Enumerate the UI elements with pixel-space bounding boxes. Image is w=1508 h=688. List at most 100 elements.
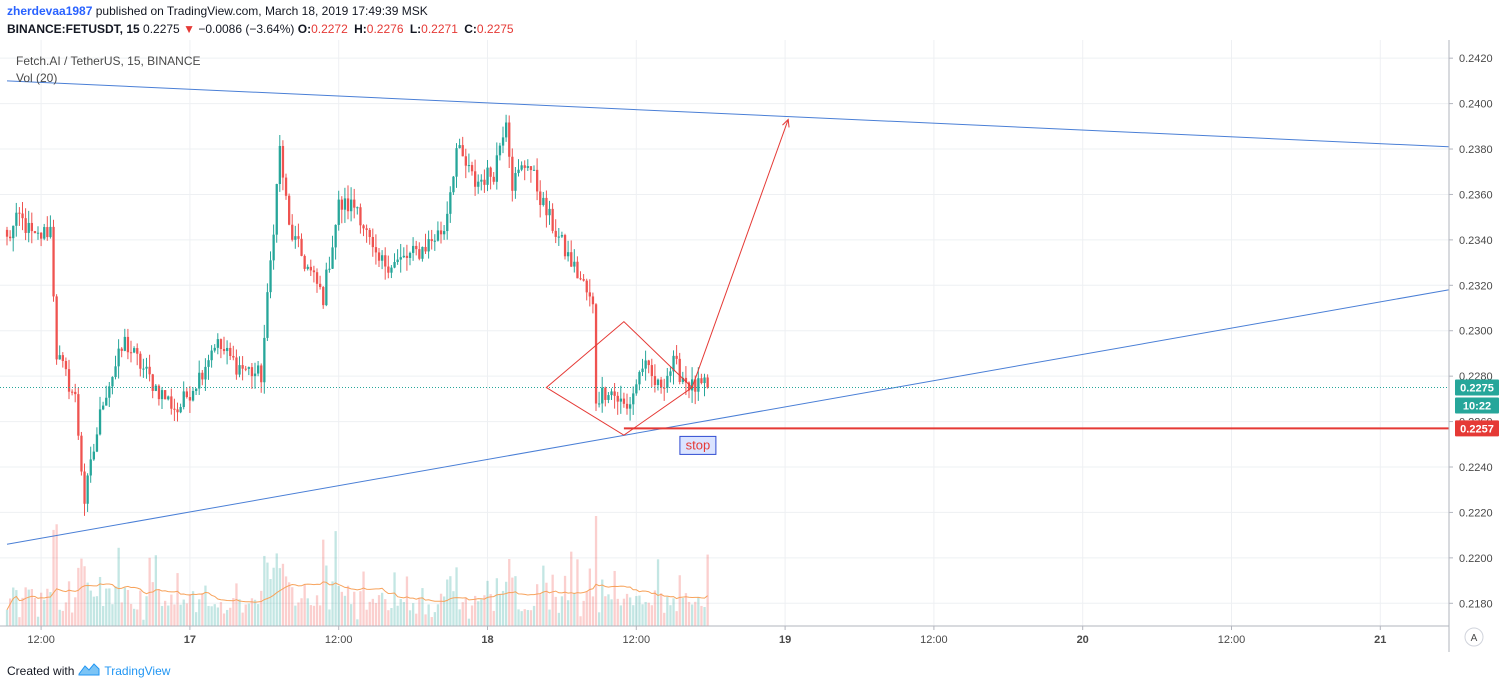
candle[interactable] bbox=[61, 352, 64, 368]
candle-body[interactable] bbox=[554, 230, 557, 237]
candle-body[interactable] bbox=[288, 195, 291, 225]
candle[interactable] bbox=[133, 346, 136, 354]
candle-body[interactable] bbox=[619, 398, 622, 402]
candle-body[interactable] bbox=[563, 235, 567, 257]
candle[interactable] bbox=[126, 328, 130, 360]
candle-body[interactable] bbox=[43, 227, 46, 239]
candle[interactable] bbox=[83, 463, 86, 516]
candle-body[interactable] bbox=[474, 171, 477, 187]
candle-body[interactable] bbox=[511, 156, 514, 191]
candle[interactable] bbox=[18, 207, 21, 226]
candle[interactable] bbox=[563, 233, 567, 260]
candle[interactable] bbox=[656, 378, 660, 391]
candle[interactable] bbox=[322, 286, 325, 309]
candle[interactable] bbox=[170, 388, 173, 415]
candle[interactable] bbox=[461, 136, 464, 157]
price-axis[interactable]: 0.21800.22000.22200.22400.22600.22800.23… bbox=[1449, 53, 1499, 610]
candle-body[interactable] bbox=[641, 368, 644, 373]
candle-body[interactable] bbox=[384, 255, 387, 267]
candle[interactable] bbox=[508, 115, 511, 169]
candle[interactable] bbox=[334, 224, 337, 260]
candle[interactable] bbox=[492, 172, 495, 185]
candle-body[interactable] bbox=[501, 137, 505, 146]
time-axis[interactable]: 12:00 17 12:00 18 12:00 19 12:00 20 12:00 21 bbox=[27, 626, 1386, 646]
candle[interactable] bbox=[303, 254, 306, 272]
candle[interactable] bbox=[222, 336, 226, 355]
candle-body[interactable] bbox=[229, 347, 232, 356]
candle-body[interactable] bbox=[24, 218, 27, 233]
candle[interactable] bbox=[27, 210, 30, 243]
candle-body[interactable] bbox=[635, 384, 638, 394]
candle-body[interactable] bbox=[253, 373, 257, 377]
candle-body[interactable] bbox=[439, 230, 443, 235]
candle-body[interactable] bbox=[573, 261, 576, 267]
candle-body[interactable] bbox=[343, 198, 347, 210]
candle-body[interactable] bbox=[399, 257, 402, 260]
candle-body[interactable] bbox=[315, 272, 319, 284]
candle-body[interactable] bbox=[235, 357, 238, 375]
candle[interactable] bbox=[350, 187, 353, 222]
candle-body[interactable] bbox=[191, 390, 195, 401]
candle[interactable] bbox=[514, 167, 517, 199]
trendline[interactable] bbox=[6, 289, 1449, 545]
candle-body[interactable] bbox=[567, 252, 570, 257]
candle[interactable] bbox=[579, 271, 582, 281]
candle-body[interactable] bbox=[591, 296, 595, 305]
candle[interactable] bbox=[95, 427, 99, 453]
candle-body[interactable] bbox=[111, 377, 114, 387]
candle-body[interactable] bbox=[232, 355, 235, 358]
candle-body[interactable] bbox=[650, 365, 653, 377]
candle[interactable] bbox=[374, 234, 378, 265]
candle[interactable] bbox=[436, 221, 440, 242]
candle-body[interactable] bbox=[126, 336, 130, 353]
candle[interactable] bbox=[77, 387, 80, 440]
candle[interactable] bbox=[672, 350, 675, 385]
candle[interactable] bbox=[235, 349, 238, 380]
candle-body[interactable] bbox=[691, 379, 694, 391]
candle-body[interactable] bbox=[632, 393, 635, 405]
candle-body[interactable] bbox=[647, 360, 650, 366]
candle[interactable] bbox=[142, 358, 145, 378]
candle-body[interactable] bbox=[83, 471, 86, 504]
candle-body[interactable] bbox=[129, 352, 133, 354]
candle[interactable] bbox=[433, 234, 436, 251]
candle[interactable] bbox=[663, 378, 666, 401]
candle-body[interactable] bbox=[284, 177, 288, 196]
candle[interactable] bbox=[263, 324, 266, 394]
candle-body[interactable] bbox=[656, 379, 660, 385]
candle-body[interactable] bbox=[207, 360, 210, 367]
candle[interactable] bbox=[176, 402, 179, 422]
candle-body[interactable] bbox=[365, 228, 368, 230]
candle[interactable] bbox=[700, 373, 703, 385]
candle-body[interactable] bbox=[486, 167, 489, 185]
candle[interactable] bbox=[486, 160, 489, 192]
candle-body[interactable] bbox=[170, 396, 173, 409]
candle[interactable] bbox=[536, 158, 539, 201]
candle-body[interactable] bbox=[582, 279, 585, 281]
candle[interactable] bbox=[24, 208, 27, 241]
candle[interactable] bbox=[418, 242, 421, 261]
candle[interactable] bbox=[43, 223, 46, 241]
candle-body[interactable] bbox=[89, 459, 92, 476]
candle-body[interactable] bbox=[312, 270, 316, 273]
candle[interactable] bbox=[188, 386, 192, 413]
candle-body[interactable] bbox=[154, 385, 157, 391]
price-chart[interactable]: stop 0.21800.22000.22200.22400.22600.228… bbox=[0, 40, 1508, 652]
candle[interactable] bbox=[638, 370, 641, 391]
candle-body[interactable] bbox=[536, 169, 539, 192]
candle[interactable] bbox=[148, 354, 151, 382]
candle[interactable] bbox=[495, 142, 498, 190]
candle[interactable] bbox=[644, 350, 647, 381]
candle[interactable] bbox=[539, 180, 542, 218]
candle[interactable] bbox=[489, 166, 492, 190]
candle[interactable] bbox=[325, 262, 328, 307]
candle-body[interactable] bbox=[433, 240, 436, 242]
candle-body[interactable] bbox=[675, 355, 678, 359]
candle[interactable] bbox=[164, 390, 167, 400]
candle-body[interactable] bbox=[446, 213, 449, 232]
candle[interactable] bbox=[396, 249, 399, 265]
candle-body[interactable] bbox=[570, 252, 573, 267]
candle-body[interactable] bbox=[622, 398, 626, 404]
candle-body[interactable] bbox=[86, 475, 89, 504]
candle[interactable] bbox=[12, 225, 15, 252]
